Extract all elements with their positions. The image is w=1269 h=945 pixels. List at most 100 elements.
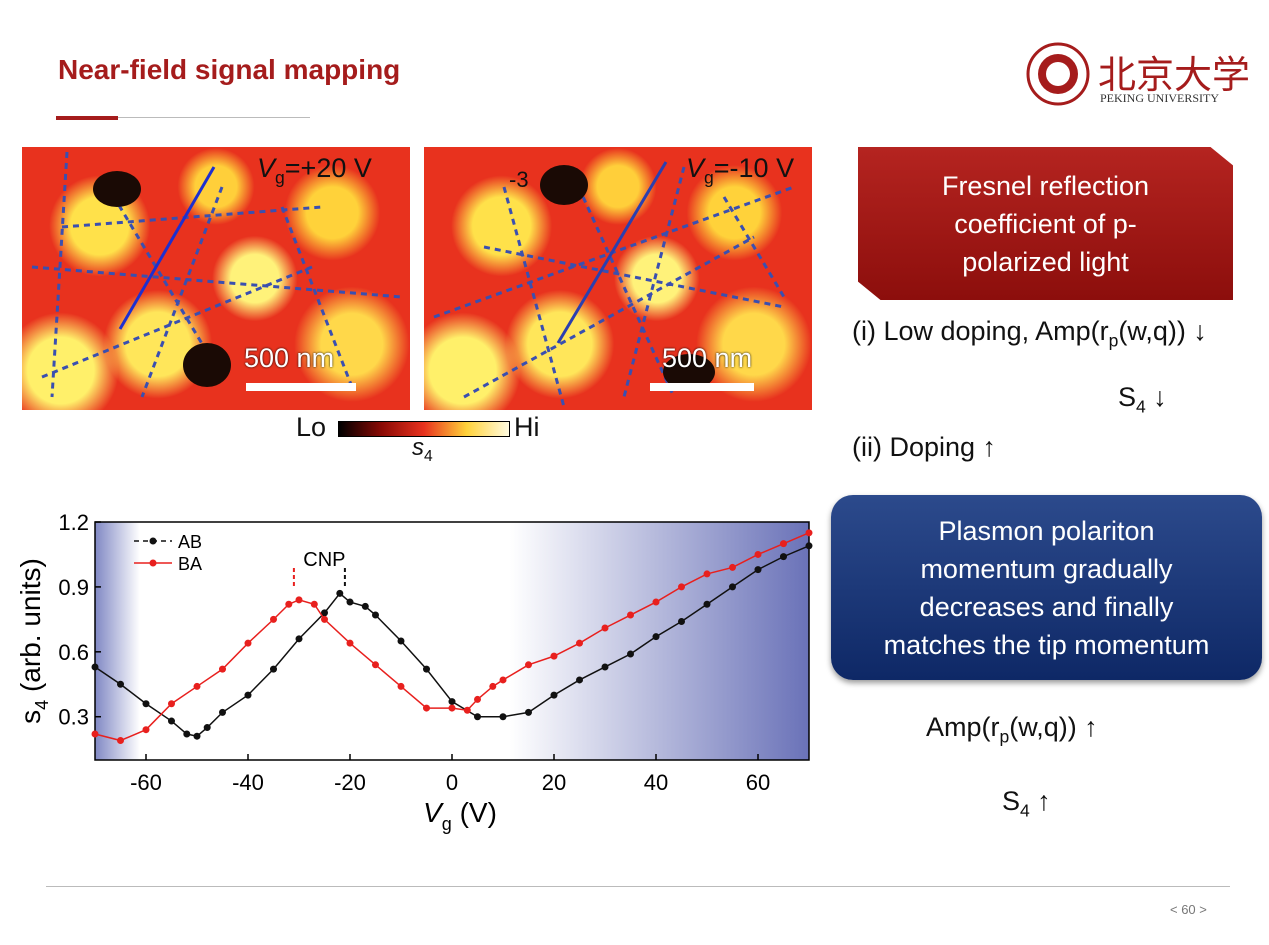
slide-title: Near-field signal mapping <box>58 54 401 85</box>
box-line: matches the tip momentum <box>883 629 1210 660</box>
data-point <box>346 598 354 606</box>
data-point <box>474 695 481 703</box>
colorbar-low: Lo <box>296 412 327 442</box>
data-point <box>219 665 226 673</box>
data-point <box>321 609 328 617</box>
note-text: (i) Low doping, Amp(r <box>852 316 1109 346</box>
title-rule <box>118 117 310 118</box>
x-tick-label: 0 <box>446 770 458 795</box>
data-point <box>448 698 456 706</box>
data-point <box>652 633 660 641</box>
data-point <box>397 637 405 645</box>
data-point <box>91 730 99 738</box>
gate-value: =+20 V <box>284 153 372 183</box>
box-line: coefficient of p- <box>954 208 1137 239</box>
data-point <box>652 598 660 606</box>
data-point <box>601 663 609 671</box>
scale-label: 500 nm <box>662 343 753 373</box>
data-point <box>780 540 787 548</box>
logo-text: 北京大学 <box>1098 53 1251 97</box>
box-line: momentum gradually <box>920 553 1173 584</box>
data-point <box>627 611 634 619</box>
data-point <box>780 553 787 561</box>
data-point <box>499 713 507 721</box>
x-tick-label: 20 <box>542 770 566 795</box>
map-overlay <box>433 161 795 408</box>
data-point <box>525 708 532 716</box>
data-point <box>193 732 201 740</box>
note-sub: 4 <box>1020 800 1030 821</box>
x-axis-label: Vg (V) <box>423 797 497 834</box>
shade-right <box>510 522 809 760</box>
data-point <box>244 639 252 647</box>
domain-marker: -3 <box>509 167 529 192</box>
data-point <box>168 717 175 725</box>
data-point <box>423 704 430 712</box>
x-tick-label: 60 <box>746 770 770 795</box>
data-point <box>244 691 252 699</box>
data-point <box>336 589 344 597</box>
data-point <box>754 550 762 558</box>
data-point <box>117 680 124 688</box>
near-field-map: Vg=+20 V 500 nm <box>22 147 410 410</box>
x-tick-label: -40 <box>232 770 264 795</box>
gate-symbol: V <box>686 153 705 183</box>
x-label-main: V <box>423 797 444 828</box>
y-tick-label: 0.9 <box>58 575 89 600</box>
data-point <box>463 706 471 714</box>
data-point <box>117 737 124 745</box>
data-point <box>295 596 303 604</box>
y-tick-label: 0.6 <box>58 640 89 665</box>
data-point <box>627 650 634 658</box>
data-point <box>448 704 456 712</box>
data-point <box>754 566 762 574</box>
gate-sub: g <box>704 167 714 188</box>
gate-value: =-10 V <box>713 153 795 183</box>
data-point <box>423 665 430 673</box>
chart: 0.3 0.6 0.9 1.2 -60 -40 -20 0 20 40 60 Vg (V) s4 (ar… <box>15 510 813 834</box>
note-text: (w,q)) <box>1009 712 1077 742</box>
data-point <box>678 583 685 591</box>
shade-left <box>95 522 140 760</box>
y-label-rest: (arb. units) <box>15 558 46 700</box>
colorbar-sub: 4 <box>424 447 433 465</box>
page-number: < 60 > <box>1170 902 1207 917</box>
data-point <box>729 563 736 571</box>
data-point <box>203 724 211 732</box>
x-tick-label: -60 <box>130 770 162 795</box>
box-line: decreases and finally <box>919 591 1174 622</box>
note-text: Amp(r <box>926 712 1000 742</box>
box-line: Plasmon polariton <box>938 515 1155 546</box>
x-label-rest: (V) <box>452 797 497 828</box>
title-underline <box>56 116 118 120</box>
legend-label: BA <box>178 554 202 574</box>
data-point <box>372 661 379 669</box>
data-point <box>142 726 150 734</box>
note-sub: p <box>1108 330 1119 351</box>
data-point <box>270 665 277 673</box>
data-point <box>703 570 711 578</box>
data-point <box>601 624 609 632</box>
fresnel-box: Fresnel reflection coefficient of p- pol… <box>858 147 1233 300</box>
colorbar <box>338 421 510 437</box>
data-point <box>474 713 481 721</box>
logo-subtext: PEKING UNIVERSITY <box>1100 91 1219 105</box>
data-point <box>489 682 497 690</box>
legend-label: AB <box>178 532 202 552</box>
data-point <box>168 700 175 708</box>
x-tick-label: -20 <box>334 770 366 795</box>
data-point <box>550 652 558 660</box>
x-tick-label: 40 <box>644 770 668 795</box>
box-line: Fresnel reflection <box>941 170 1150 201</box>
near-field-map: -3 Vg=-10 V 500 nm <box>424 147 812 410</box>
logo-emblem <box>1026 42 1090 106</box>
note-text: (ii) Doping <box>852 432 976 462</box>
data-point <box>703 600 711 608</box>
y-label-sub: 4 <box>32 700 52 710</box>
scale-label: 500 nm <box>244 343 335 373</box>
note-sub: 4 <box>1136 396 1146 417</box>
x-label-sub: g <box>442 814 452 834</box>
data-point <box>295 635 303 643</box>
annotation: CNP <box>303 549 345 571</box>
